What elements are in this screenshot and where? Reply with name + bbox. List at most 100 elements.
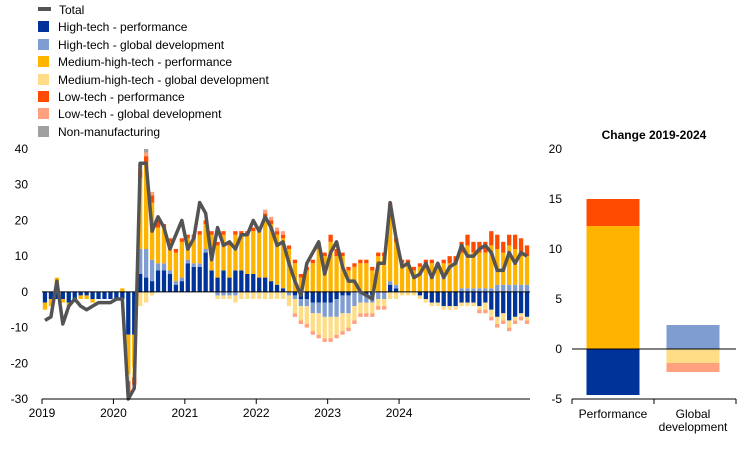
y-tick-label: 10 (549, 242, 563, 256)
bar-lt_glob (501, 320, 506, 324)
bar-mht_glob (310, 313, 315, 332)
bar-lt_perf (215, 241, 220, 246)
bar-ht_glob (382, 291, 387, 299)
bar-lt_perf (489, 231, 494, 246)
legend-swatch (38, 108, 49, 120)
bar-ht_perf (239, 270, 244, 292)
bar-mht_glob (322, 316, 327, 339)
bar-mht_perf (465, 245, 470, 289)
bar-lt_perf (155, 220, 161, 228)
y-tick-label: 0 (21, 285, 28, 299)
bar-lt_perf (352, 263, 357, 267)
bar-ht_perf (393, 288, 399, 292)
bar-mht_glob (221, 295, 226, 299)
bar-lt_perf (274, 231, 280, 235)
bar-lt_perf (280, 234, 286, 239)
bar-mht_glob (245, 291, 250, 299)
bar-ht_perf (423, 291, 428, 299)
bar-mht_perf (507, 245, 512, 285)
bar-mht_perf (245, 234, 250, 274)
bar-lt_perf (429, 259, 434, 264)
x-tick-label: 2024 (386, 406, 413, 420)
series-line-total (44, 161, 528, 401)
bar-ht_perf (197, 266, 202, 292)
bar-mht_perf (405, 263, 411, 292)
legend-item-ht_glob: High-tech - global development (38, 37, 269, 54)
bar-mht_glob (292, 299, 298, 314)
bar-lt_perf (501, 241, 506, 253)
bar-ht_glob (173, 281, 179, 285)
y-tick-label: 30 (15, 178, 29, 192)
bar-mht_perf (411, 270, 417, 292)
legend-swatch (38, 7, 51, 11)
bar-lt_glob (507, 327, 512, 332)
bar-lt_glob (340, 331, 345, 335)
bar-ht_perf (120, 291, 125, 299)
legend-label: High-tech - performance (58, 20, 188, 35)
bar-mht_perf (268, 224, 274, 282)
bar-mht_glob (518, 313, 524, 317)
bar-lt_glob (316, 334, 321, 339)
bar-mht_perf (84, 295, 89, 299)
bar-ht_perf (191, 266, 196, 292)
x-tick-label: 2023 (314, 406, 341, 420)
bar-ht_glob (364, 295, 369, 303)
bar-ht_perf (126, 291, 131, 335)
bar-mht_perf (251, 231, 256, 274)
bar-ht_perf (447, 291, 452, 307)
bar-lt_perf (417, 263, 423, 267)
bar-ht_perf (586, 349, 640, 395)
bar-ht_glob (221, 291, 226, 296)
bar-mht_glob (239, 291, 244, 299)
bar-ht_perf (471, 291, 476, 303)
bar-lt_glob (364, 313, 369, 317)
bar-ht_perf (334, 291, 339, 299)
bar-ht_perf (78, 291, 83, 296)
bar-ht_perf (221, 270, 226, 292)
bar-ht_glob (358, 291, 363, 303)
bar-mht_perf (126, 334, 131, 374)
bar-ht_glob (465, 288, 470, 292)
legend: Total High-tech - performance High-tech - … (38, 2, 269, 141)
bar-mht_glob (666, 349, 720, 363)
legend-item-lt_perf: Low-tech - performance (38, 89, 269, 106)
bar-lt_perf (524, 245, 530, 257)
bar-mht_perf (304, 270, 309, 292)
bar-mht_glob (257, 291, 262, 299)
bar-mht_glob (495, 316, 500, 324)
bar-mht_perf (483, 252, 488, 289)
bar-lt_perf (405, 259, 411, 264)
bar-lt_glob (292, 313, 298, 317)
bar-lt_glob (268, 216, 274, 221)
legend-label: Medium-high-tech - performance (58, 55, 233, 70)
bar-mht_glob (328, 316, 333, 339)
legend-label: Low-tech - global development (58, 107, 222, 122)
y-tick-label: 5 (555, 292, 562, 306)
bar-ht_glob (197, 263, 202, 267)
bar-mht_perf (173, 252, 179, 282)
bar-lt_perf (251, 227, 256, 232)
bar-mht_perf (120, 288, 125, 292)
bar-lt_perf (370, 266, 375, 271)
bar-mht_perf (144, 163, 149, 249)
bar-mht_perf (42, 302, 48, 310)
bar-lt_perf (286, 245, 292, 249)
bar-mht_perf (197, 234, 202, 264)
bar-ht_glob (346, 295, 351, 314)
bar-lt_glob (280, 231, 286, 235)
legend-swatch (38, 56, 49, 68)
legend-item-ht_perf: High-tech - performance (38, 19, 269, 36)
bar-ht_perf (441, 291, 446, 307)
bar-ht_perf (507, 291, 512, 321)
y-tick-label: 40 (15, 142, 29, 156)
bar-mht_glob (274, 291, 280, 299)
bar-ht_perf (66, 291, 71, 303)
bar-ht_glob (471, 288, 476, 292)
bar-ht_perf (185, 263, 190, 292)
bar-mht_glob (507, 320, 512, 328)
change-chart: Change 2019-2024 -5 0 5 10 15 20 Performance Glo… (549, 128, 737, 434)
bar-ht_perf (518, 291, 524, 314)
bar-ht_perf (316, 291, 321, 303)
bar-ht_glob (161, 263, 167, 271)
